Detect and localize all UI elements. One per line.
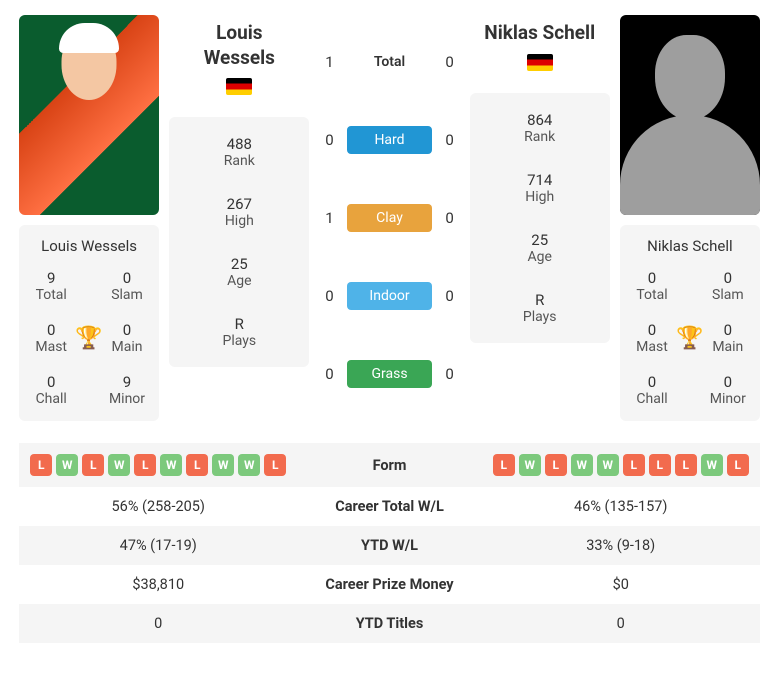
h2h-hard-p1: 0 (319, 131, 339, 149)
win-badge: W (108, 454, 130, 476)
p1-high: 267High (177, 195, 301, 229)
p2-age: 25Age (478, 231, 602, 265)
h2h-total-p2: 0 (440, 53, 460, 71)
player1-card-name: Louis Wessels (27, 237, 151, 255)
p1-total: 9Total (27, 269, 75, 303)
compare-p2-value: 0 (490, 615, 753, 632)
player2-image (620, 15, 760, 215)
loss-badge: L (30, 454, 52, 476)
compare-label: Career Total W/L (290, 498, 490, 515)
p2-high: 714High (478, 171, 602, 205)
player2-info-card: 864Rank 714High 25Age RPlays (470, 93, 610, 343)
loss-badge: L (727, 454, 749, 476)
loss-badge: L (493, 454, 515, 476)
p1-rank: 488Rank (177, 135, 301, 169)
p2-minor: 0Minor (704, 373, 752, 407)
trophy-icon: 🏆 (75, 326, 102, 351)
p2-main: 0Main (704, 321, 752, 355)
player2-titles-card: Niklas Schell 0Total 0Slam 0Mast 🏆 0Main… (620, 225, 760, 421)
h2h-total-p1: 1 (319, 53, 339, 71)
win-badge: W (701, 454, 723, 476)
compare-row: $38,810Career Prize Money$0 (19, 565, 760, 604)
loss-badge: L (134, 454, 156, 476)
p2-plays: RPlays (478, 291, 602, 325)
compare-p2-value: 33% (9-18) (490, 537, 753, 554)
germany-flag-icon (527, 54, 553, 71)
win-badge: W (212, 454, 234, 476)
compare-p1-value: 0 (27, 615, 290, 632)
h2h-clay-row: 1 Clay 0 (319, 204, 459, 232)
p1-mast: 0Mast (27, 321, 75, 355)
compare-label: Career Prize Money (290, 576, 490, 593)
h2h-grass-label[interactable]: Grass (347, 360, 431, 388)
p1-plays: RPlays (177, 315, 301, 349)
h2h-total-row: 1 Total 0 (319, 48, 459, 76)
p1-chall: 0Chall (27, 373, 75, 407)
h2h-hard-label[interactable]: Hard (347, 126, 431, 154)
win-badge: W (571, 454, 593, 476)
loss-badge: L (186, 454, 208, 476)
germany-flag-icon (226, 78, 252, 95)
h2h-grass-p1: 0 (319, 365, 339, 383)
h2h-clay-p1: 1 (319, 209, 339, 227)
loss-badge: L (623, 454, 645, 476)
compare-p2-value: 46% (135-157) (490, 498, 753, 515)
p2-chall: 0Chall (628, 373, 676, 407)
compare-row: 47% (17-19)YTD W/L33% (9-18) (19, 526, 760, 565)
compare-p1-value: 47% (17-19) (27, 537, 290, 554)
win-badge: W (160, 454, 182, 476)
p1-age: 25Age (177, 255, 301, 289)
compare-form-row: LWLWLWLWWL Form LWLWWLLLWL (19, 443, 760, 487)
compare-p1-value: $38,810 (27, 576, 290, 593)
comparison-table: LWLWLWLWWL Form LWLWWLLLWL 56% (258-205)… (19, 443, 760, 643)
p2-mast: 0Mast (628, 321, 676, 355)
win-badge: W (238, 454, 260, 476)
h2h-clay-p2: 0 (440, 209, 460, 227)
loss-badge: L (545, 454, 567, 476)
compare-p1-value: 56% (258-205) (27, 498, 290, 515)
h2h-grass-p2: 0 (440, 365, 460, 383)
compare-row: 56% (258-205)Career Total W/L46% (135-15… (19, 487, 760, 526)
player1-info-card: 488Rank 267High 25Age RPlays (169, 117, 309, 367)
p2-total: 0Total (628, 269, 676, 303)
h2h-indoor-p1: 0 (319, 287, 339, 305)
h2h-column: 1 Total 0 0 Hard 0 1 Clay 0 0 Indoor 0 0 (319, 15, 459, 421)
compare-label: YTD Titles (290, 615, 490, 632)
h2h-indoor-label[interactable]: Indoor (347, 282, 431, 310)
loss-badge: L (264, 454, 286, 476)
loss-badge: L (82, 454, 104, 476)
compare-p2-value: $0 (490, 576, 753, 593)
p2-form: LWLWWLLLWL (490, 454, 753, 476)
p2-slam: 0Slam (704, 269, 752, 303)
loss-badge: L (675, 454, 697, 476)
p1-form: LWLWLWLWWL (27, 454, 290, 476)
h2h-hard-row: 0 Hard 0 (319, 126, 459, 154)
player1-name: LouisWessels (169, 21, 309, 70)
player1-titles-card: Louis Wessels 9Total 0Slam 0Mast 🏆 0Main… (19, 225, 159, 421)
h2h-clay-label[interactable]: Clay (347, 204, 431, 232)
compare-label: YTD W/L (290, 537, 490, 554)
player2-name-block: Niklas Schell (470, 15, 610, 83)
p1-minor: 9Minor (103, 373, 151, 407)
win-badge: W (597, 454, 619, 476)
h2h-indoor-row: 0 Indoor 0 (319, 282, 459, 310)
compare-row: 0YTD Titles0 (19, 604, 760, 643)
loss-badge: L (649, 454, 671, 476)
h2h-total-label: Total (347, 48, 431, 76)
p2-rank: 864Rank (478, 111, 602, 145)
h2h-hard-p2: 0 (440, 131, 460, 149)
p1-main: 0Main (103, 321, 151, 355)
player1-name-block: LouisWessels (169, 15, 309, 107)
trophy-icon: 🏆 (676, 326, 703, 351)
win-badge: W (519, 454, 541, 476)
player1-image (19, 15, 159, 215)
h2h-indoor-p2: 0 (440, 287, 460, 305)
player2-name: Niklas Schell (470, 21, 610, 46)
p1-slam: 0Slam (103, 269, 151, 303)
player2-card-name: Niklas Schell (628, 237, 752, 255)
form-label: Form (290, 457, 490, 474)
win-badge: W (56, 454, 78, 476)
h2h-grass-row: 0 Grass 0 (319, 360, 459, 388)
